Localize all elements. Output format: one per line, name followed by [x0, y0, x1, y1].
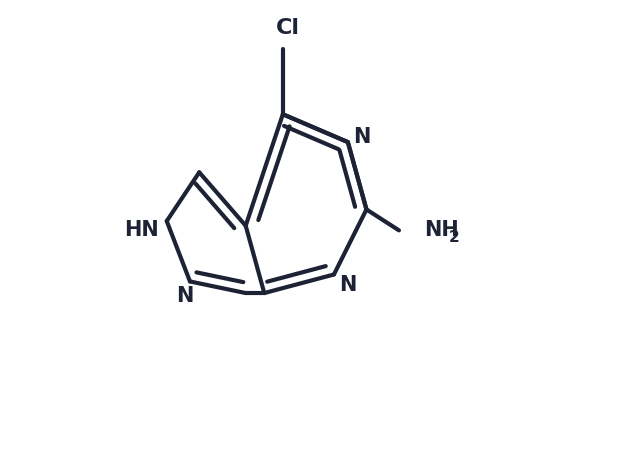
Text: 2: 2	[449, 230, 460, 245]
Text: NH: NH	[424, 220, 460, 240]
Text: N: N	[339, 274, 356, 295]
Text: N: N	[177, 286, 194, 306]
Text: HN: HN	[124, 220, 159, 240]
Text: N: N	[353, 126, 371, 147]
Text: Cl: Cl	[275, 17, 300, 38]
